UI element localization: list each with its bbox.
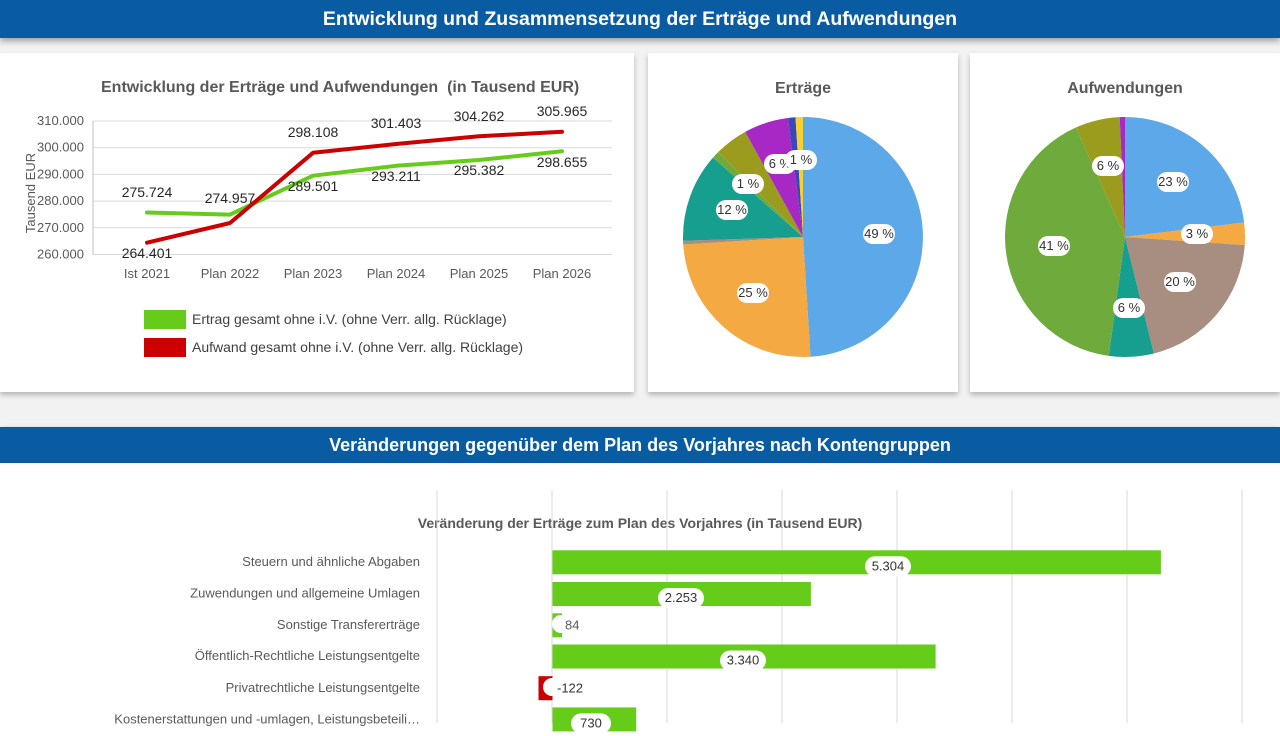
svg-text:Plan 2026: Plan 2026 (533, 266, 592, 281)
svg-text:3.340: 3.340 (727, 653, 760, 668)
svg-text:1 %: 1 % (737, 176, 760, 191)
svg-text:Öffentlich-Rechtliche Leistung: Öffentlich-Rechtliche Leistungsentgelte (195, 648, 420, 663)
svg-text:1 %: 1 % (790, 152, 813, 167)
svg-text:Zuwendungen und allgemeine Uml: Zuwendungen und allgemeine Umlagen (190, 586, 420, 601)
svg-text:301.403: 301.403 (371, 115, 422, 131)
svg-text:Plan 2025: Plan 2025 (450, 266, 509, 281)
svg-text:Privatrechtliche Leistungsentg: Privatrechtliche Leistungsentgelte (226, 680, 420, 695)
svg-text:Steuern und ähnliche Abgaben: Steuern und ähnliche Abgaben (242, 554, 420, 569)
svg-text:25 %: 25 % (738, 285, 768, 300)
svg-text:Plan 2024: Plan 2024 (367, 266, 426, 281)
svg-text:Ist 2021: Ist 2021 (124, 266, 170, 281)
svg-text:Ertrag gesamt ohne i.V. (ohne: Ertrag gesamt ohne i.V. (ohne Verr. allg… (192, 311, 507, 327)
svg-text:84: 84 (565, 618, 579, 633)
svg-text:730: 730 (580, 715, 602, 730)
svg-text:274.957: 274.957 (205, 190, 256, 206)
svg-text:300.000: 300.000 (37, 140, 84, 155)
svg-text:298.655: 298.655 (537, 154, 588, 170)
svg-text:Kostenerstattungen und -umlage: Kostenerstattungen und -umlagen, Leistun… (114, 712, 420, 727)
svg-text:Aufwand gesamt ohne i.V. (ohne: Aufwand gesamt ohne i.V. (ohne Verr. all… (192, 339, 523, 355)
svg-text:280.000: 280.000 (37, 193, 84, 208)
svg-text:295.382: 295.382 (454, 162, 505, 178)
svg-text:270.000: 270.000 (37, 220, 84, 235)
svg-text:Plan 2023: Plan 2023 (284, 266, 343, 281)
svg-text:20 %: 20 % (1165, 274, 1195, 289)
svg-text:310.000: 310.000 (37, 113, 84, 128)
svg-text:293.211: 293.211 (371, 168, 421, 184)
svg-text:275.724: 275.724 (122, 184, 173, 200)
svg-text:6 %: 6 % (1097, 158, 1120, 173)
svg-text:41 %: 41 % (1039, 238, 1069, 253)
svg-text:260.000: 260.000 (37, 247, 84, 262)
svg-text:-122: -122 (557, 681, 583, 696)
svg-text:3 %: 3 % (1186, 226, 1209, 241)
svg-text:Sonstige Transfererträge: Sonstige Transfererträge (277, 617, 420, 632)
svg-text:49 %: 49 % (864, 226, 894, 241)
svg-text:2.253: 2.253 (665, 590, 698, 605)
svg-text:5.304: 5.304 (872, 558, 905, 573)
svg-text:12 %: 12 % (717, 202, 747, 217)
svg-text:298.108: 298.108 (288, 124, 339, 140)
svg-text:304.262: 304.262 (454, 108, 505, 124)
svg-text:Tausend EUR: Tausend EUR (23, 153, 38, 233)
svg-text:6 %: 6 % (1118, 300, 1141, 315)
svg-text:Plan 2022: Plan 2022 (201, 266, 260, 281)
svg-text:289.501: 289.501 (288, 178, 339, 194)
svg-text:290.000: 290.000 (37, 166, 84, 181)
svg-text:23 %: 23 % (1158, 174, 1188, 189)
svg-text:264.401: 264.401 (122, 245, 173, 261)
svg-text:305.965: 305.965 (537, 103, 588, 119)
